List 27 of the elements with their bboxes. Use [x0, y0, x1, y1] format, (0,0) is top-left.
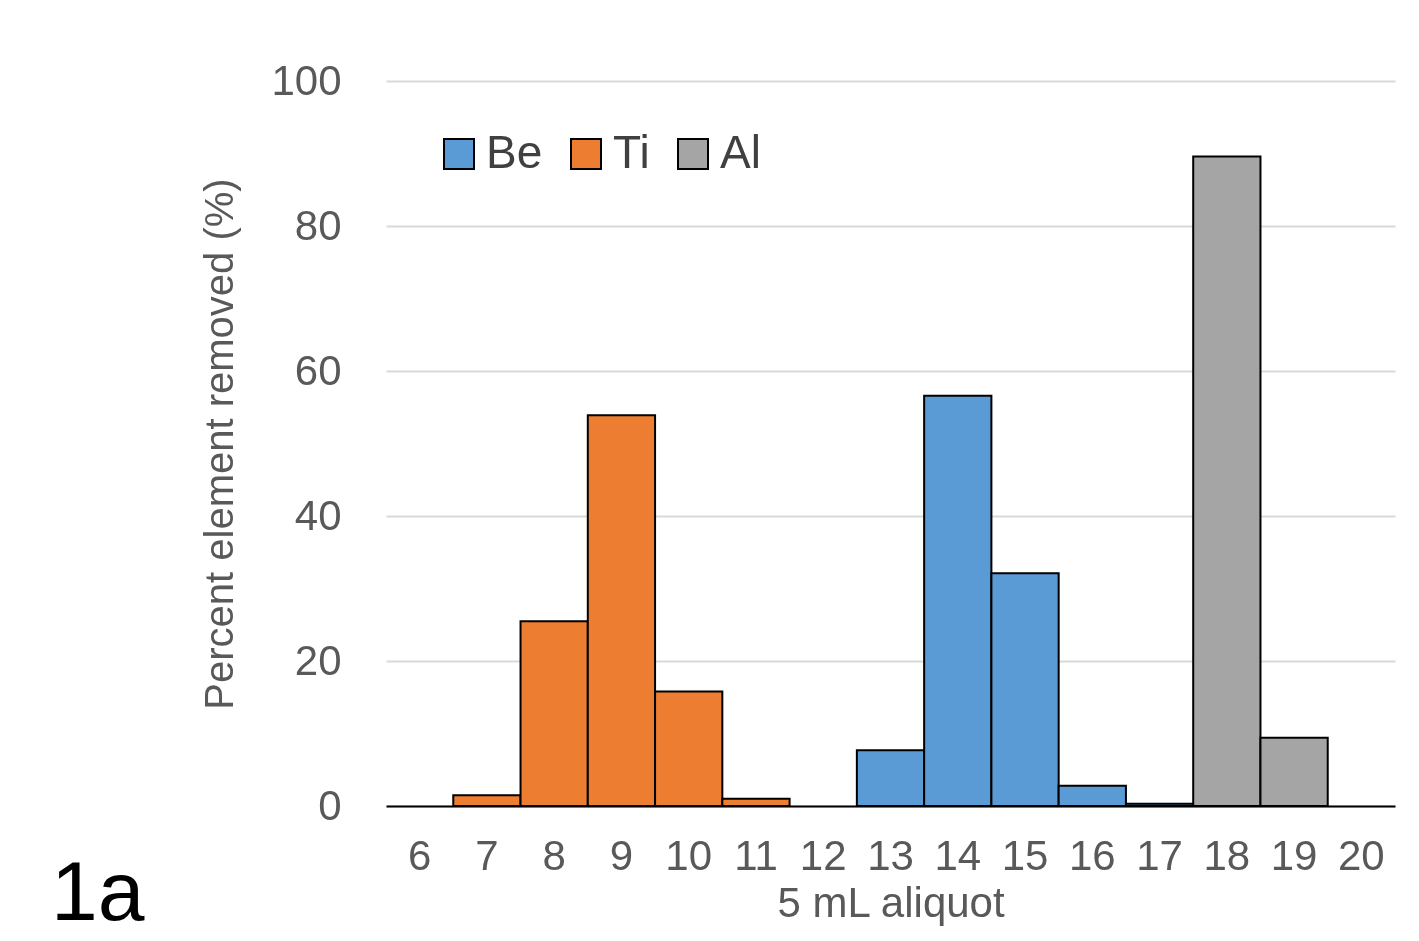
x-tick-label: 20 — [1338, 831, 1385, 879]
y-tick-label: 100 — [271, 56, 342, 104]
x-tick-label: 18 — [1203, 831, 1251, 879]
legend-label: Ti — [613, 126, 650, 178]
x-tick-label: 12 — [799, 831, 847, 879]
x-tick-label: 13 — [867, 831, 914, 879]
x-tick-label: 11 — [734, 831, 778, 879]
x-tick-label: 9 — [609, 831, 634, 879]
text: 1a — [50, 844, 145, 938]
x-tick-label: 8 — [542, 831, 566, 879]
y-tick-label: 40 — [294, 491, 342, 539]
x-axis-title: 5 mL aliquot — [777, 878, 1005, 926]
y-tick-label: 60 — [294, 346, 342, 394]
x-tick-label: 16 — [1068, 831, 1116, 879]
x-tick-label: 15 — [1001, 831, 1049, 879]
x-tick-label: 7 — [475, 831, 499, 879]
y-tick-label: 80 — [294, 201, 342, 249]
x-tick-label: 10 — [665, 831, 713, 879]
x-tick-label: 19 — [1270, 831, 1318, 879]
y-tick-label: 0 — [318, 781, 342, 829]
x-tick-label: 14 — [934, 831, 982, 879]
x-tick-label: 17 — [1136, 831, 1183, 879]
legend-label: Be — [486, 126, 543, 178]
y-axis-title: Percent element removed (%) — [197, 178, 242, 710]
x-tick-label: 6 — [407, 831, 432, 879]
y-tick-label: 20 — [294, 636, 342, 684]
legend-label: Al — [720, 126, 761, 178]
